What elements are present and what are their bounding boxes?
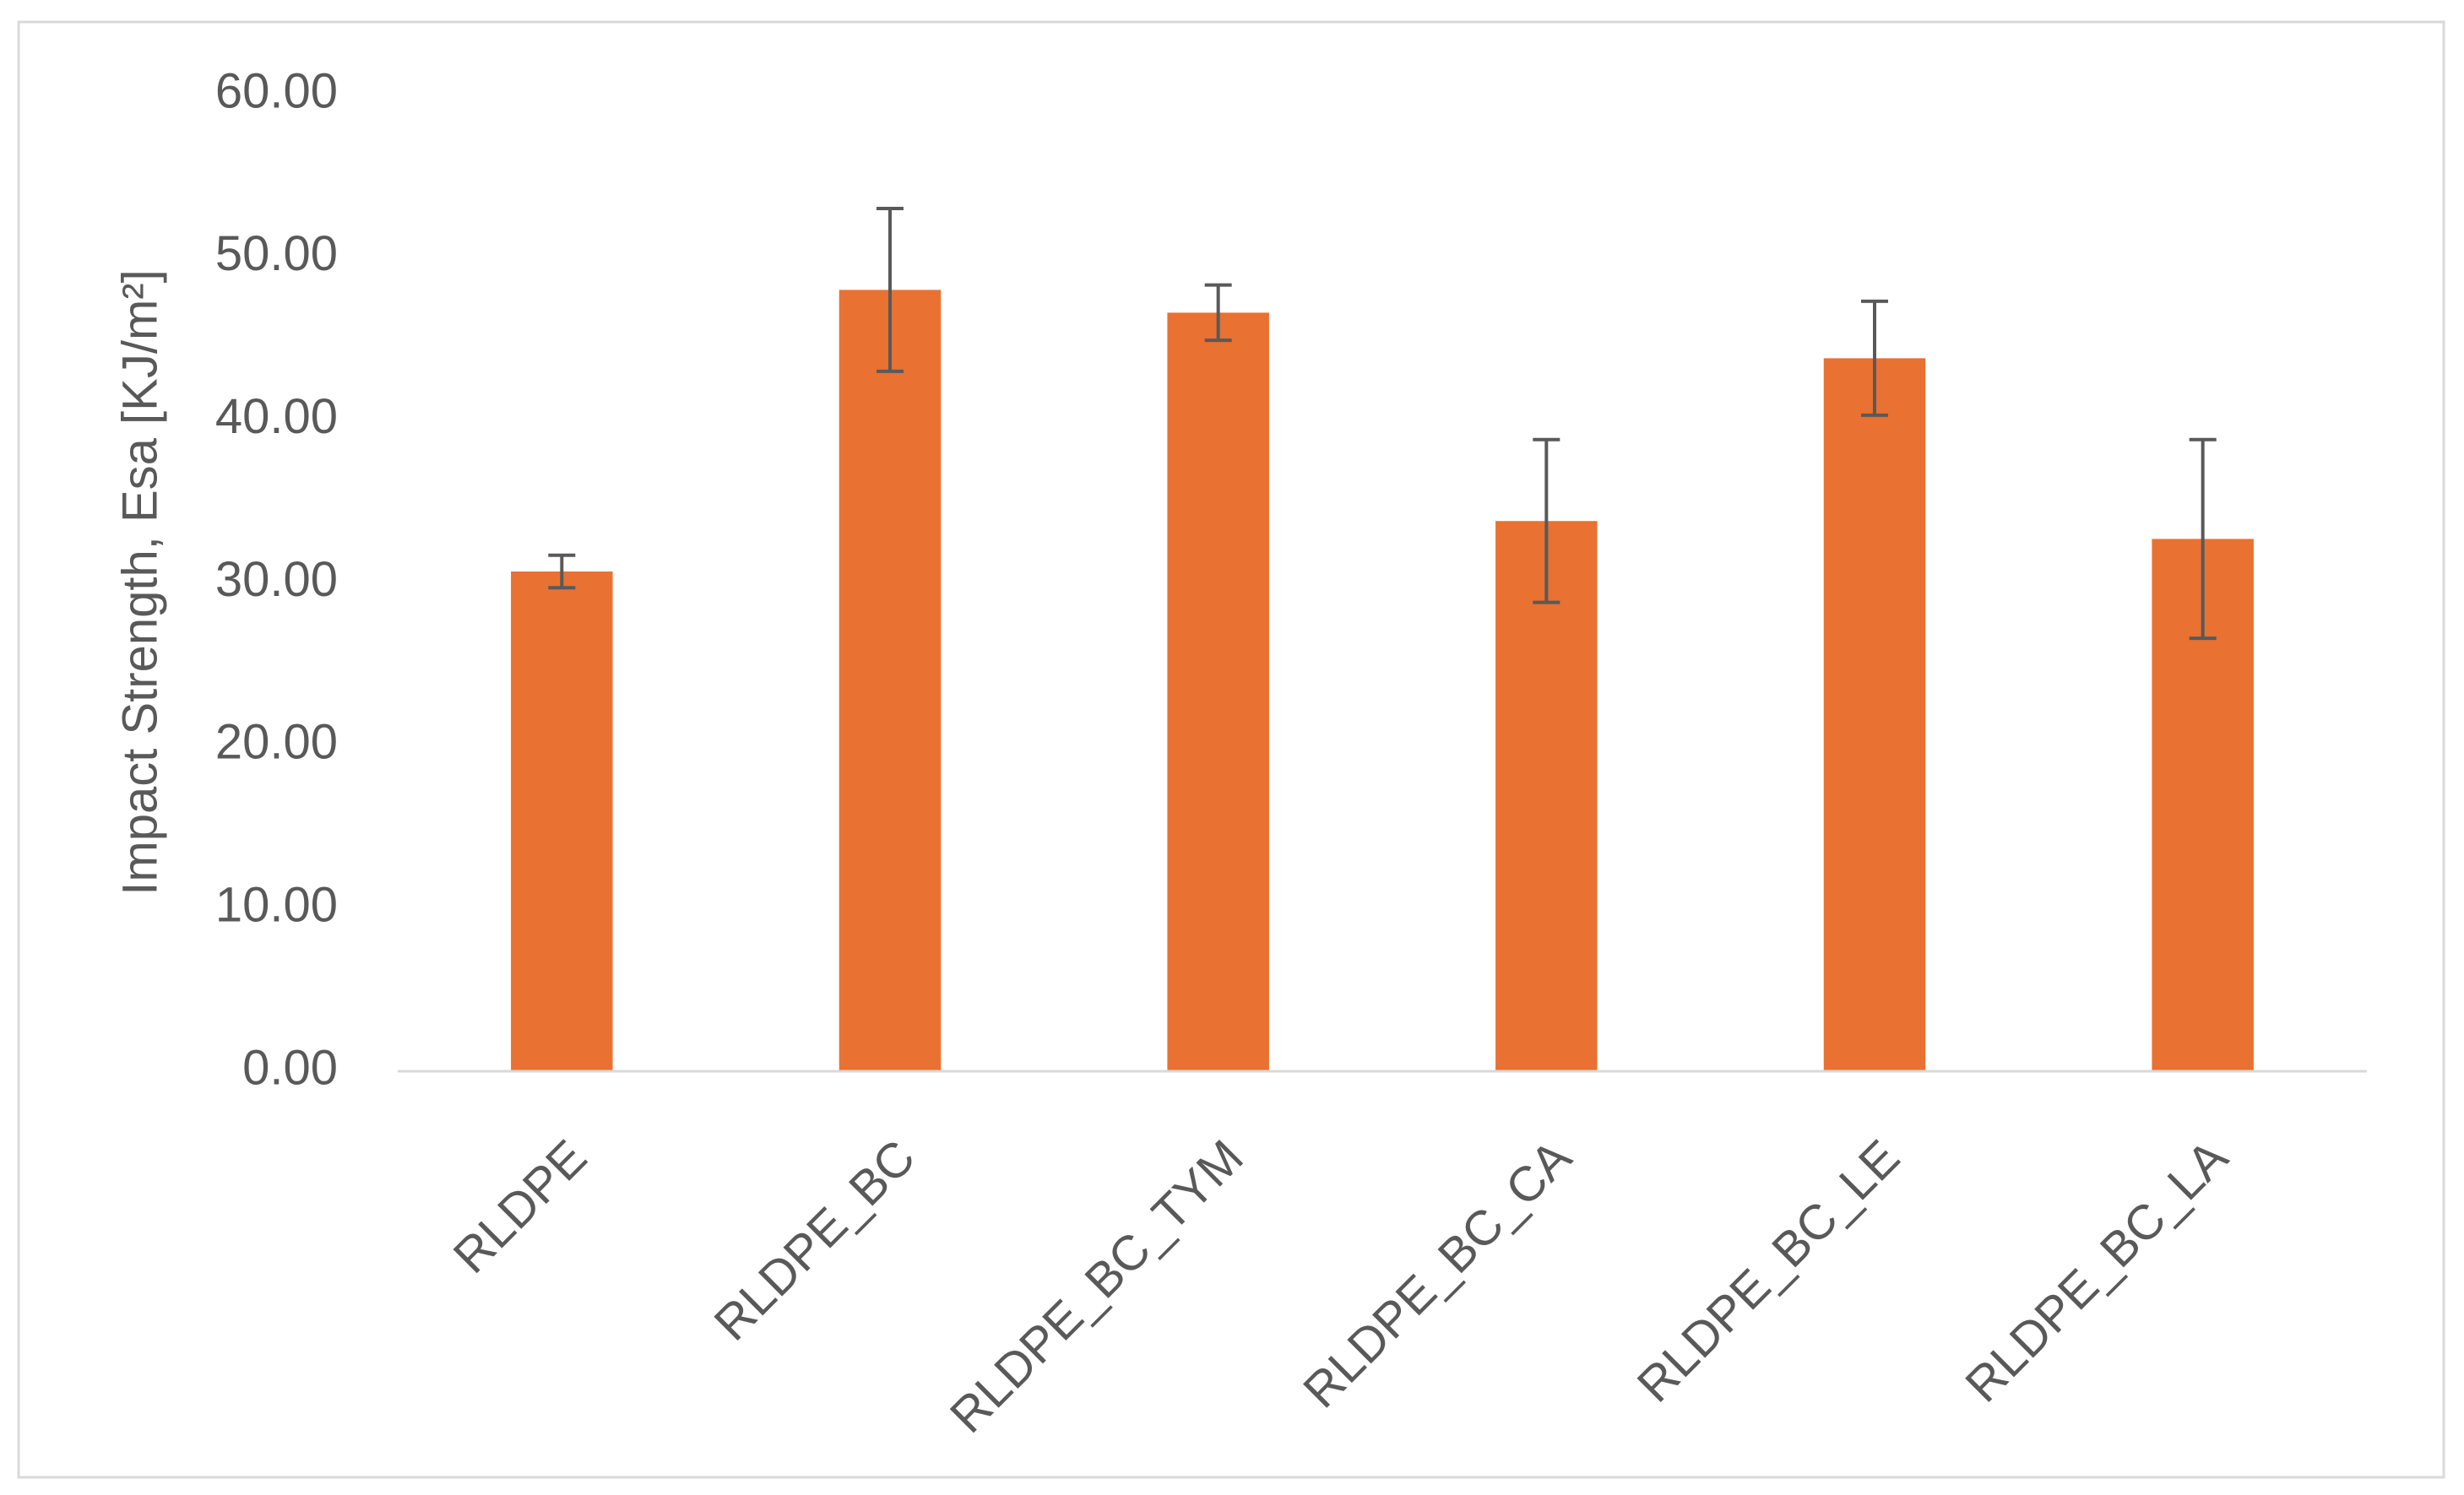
error-bar (548, 553, 576, 590)
error-bar (2189, 437, 2217, 641)
bar (1495, 521, 1598, 1071)
y-tick-label: 0.00 (242, 1040, 338, 1095)
bar (511, 571, 613, 1071)
bar (1823, 358, 1926, 1071)
y-tick-label: 50.00 (215, 226, 338, 281)
y-tick-label: 30.00 (215, 552, 338, 607)
y-tick-label: 10.00 (215, 877, 338, 932)
error-bar (1204, 283, 1232, 343)
y-tick-label: 20.00 (215, 715, 338, 770)
y-tick-label: 40.00 (215, 389, 338, 444)
y-tick-label: 60.00 (215, 63, 338, 118)
bar (1167, 312, 1269, 1071)
error-bar (1533, 437, 1560, 604)
error-bar (877, 206, 904, 373)
bar (839, 290, 942, 1071)
y-axis-label: Impact Strength, Esa [KJ/m²] (112, 269, 167, 895)
error-bar (1861, 299, 1888, 417)
